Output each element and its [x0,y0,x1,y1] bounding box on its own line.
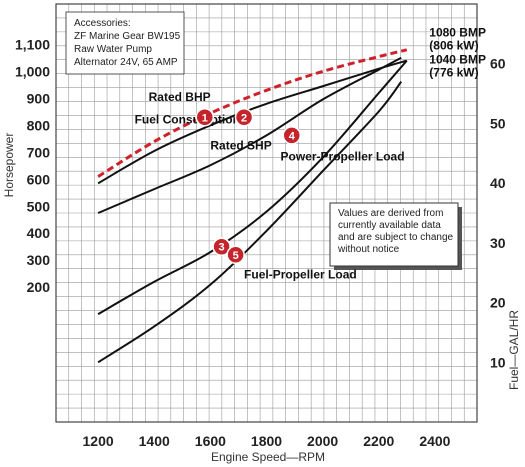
marker-number: 4 [289,130,296,142]
note-line: and are subject to change [338,232,454,243]
accessories-box-frame [65,11,185,75]
note-line: without notice [337,244,400,255]
annotations-layer: 1080 BMP(806 kW)1040 BMP(776 kW) Rated BH… [135,25,486,281]
y-left-tick-label: 300 [27,252,51,268]
annotation-label: Rated SHP [210,139,271,153]
y-left-tick-label: 200 [27,279,51,295]
y-axis-left-title: Horsepower [2,133,16,198]
accessories-title: Accessories: [74,18,131,29]
y-right-tick-label: 10 [490,354,506,370]
y-left-tick-label: 600 [27,171,51,187]
marker-number: 5 [233,250,239,262]
series-line-rated-bhp [97,48,408,178]
annotation-label: 1080 BMP [429,25,486,39]
y-left-tick-label: 900 [27,90,51,106]
annotation-label: (806 kW) [429,38,478,52]
y-left-tick-label: 500 [27,198,51,214]
series-layer [97,48,408,364]
annotation-label: Power-Propeller Load [281,149,405,163]
note-line: currently available data [338,220,441,231]
annotation-label: (776 kW) [429,65,478,79]
x-tick-label: 1600 [195,433,226,449]
y-right-tick-label: 40 [490,175,506,191]
x-tick-label: 1800 [251,433,282,449]
accessories-line: ZF Marine Gear BW195 [74,31,181,42]
x-axis-title: Engine Speed—RPM [211,450,325,464]
marker-circle [195,108,215,127]
y-right-tick-label: 50 [490,115,506,131]
annotation-label: Fuel Consumption [135,112,240,126]
series-line-fuel-consumption [97,56,402,214]
marker-circle [234,108,254,127]
y-right-tick-label: 20 [490,295,506,311]
y-left-tick-label: 1,100 [15,36,50,52]
x-tick-label: 1400 [139,433,170,449]
annotation-label: Fuel-Propeller Load [244,268,357,282]
x-tick-label: 2000 [307,433,338,449]
x-tick-label: 2200 [363,433,394,449]
y-left-tick-label: 800 [27,117,51,133]
accessories-box: Accessories: ZF Marine Gear BW195 Raw Wa… [65,11,185,75]
note-line: Values are derived from [338,208,443,219]
marker-circle [212,237,231,256]
y-axis-right-title: Fuel—GAL/HR [507,310,521,390]
y-right-tick-label: 30 [490,235,506,251]
marker-circle [226,245,245,265]
annotation-label: 1040 BMP [429,52,486,66]
plot-frame [55,3,478,423]
accessories-line: Raw Water Pump [74,44,152,55]
y-left-tick-label: 700 [27,144,51,160]
y-left-tick-label: 1,000 [15,63,50,79]
note-box-frame [329,202,459,267]
markers-layer: 1 2 3 4 5 [195,108,302,265]
y-right-tick-label: 60 [490,56,506,72]
x-tick-label: 1200 [83,433,114,449]
note-box: Values are derived from currently availa… [329,202,462,270]
marker-number: 1 [202,112,208,124]
annotation-label: Rated BHP [149,90,211,104]
x-tick-label: 2400 [419,433,450,449]
marker-number: 3 [219,242,225,254]
marker-number: 2 [241,112,247,124]
accessories-line: Alternator 24V, 65 AMP [74,57,178,68]
series-line-power-propeller-load [97,59,408,315]
series-line-fuel-propeller-load [97,81,403,364]
marker-circle [282,126,302,145]
y-left-tick-label: 400 [27,225,51,241]
ticks-layer: 1200 1400 1600 1800 2000 2200 2400200300400500… [15,36,506,449]
